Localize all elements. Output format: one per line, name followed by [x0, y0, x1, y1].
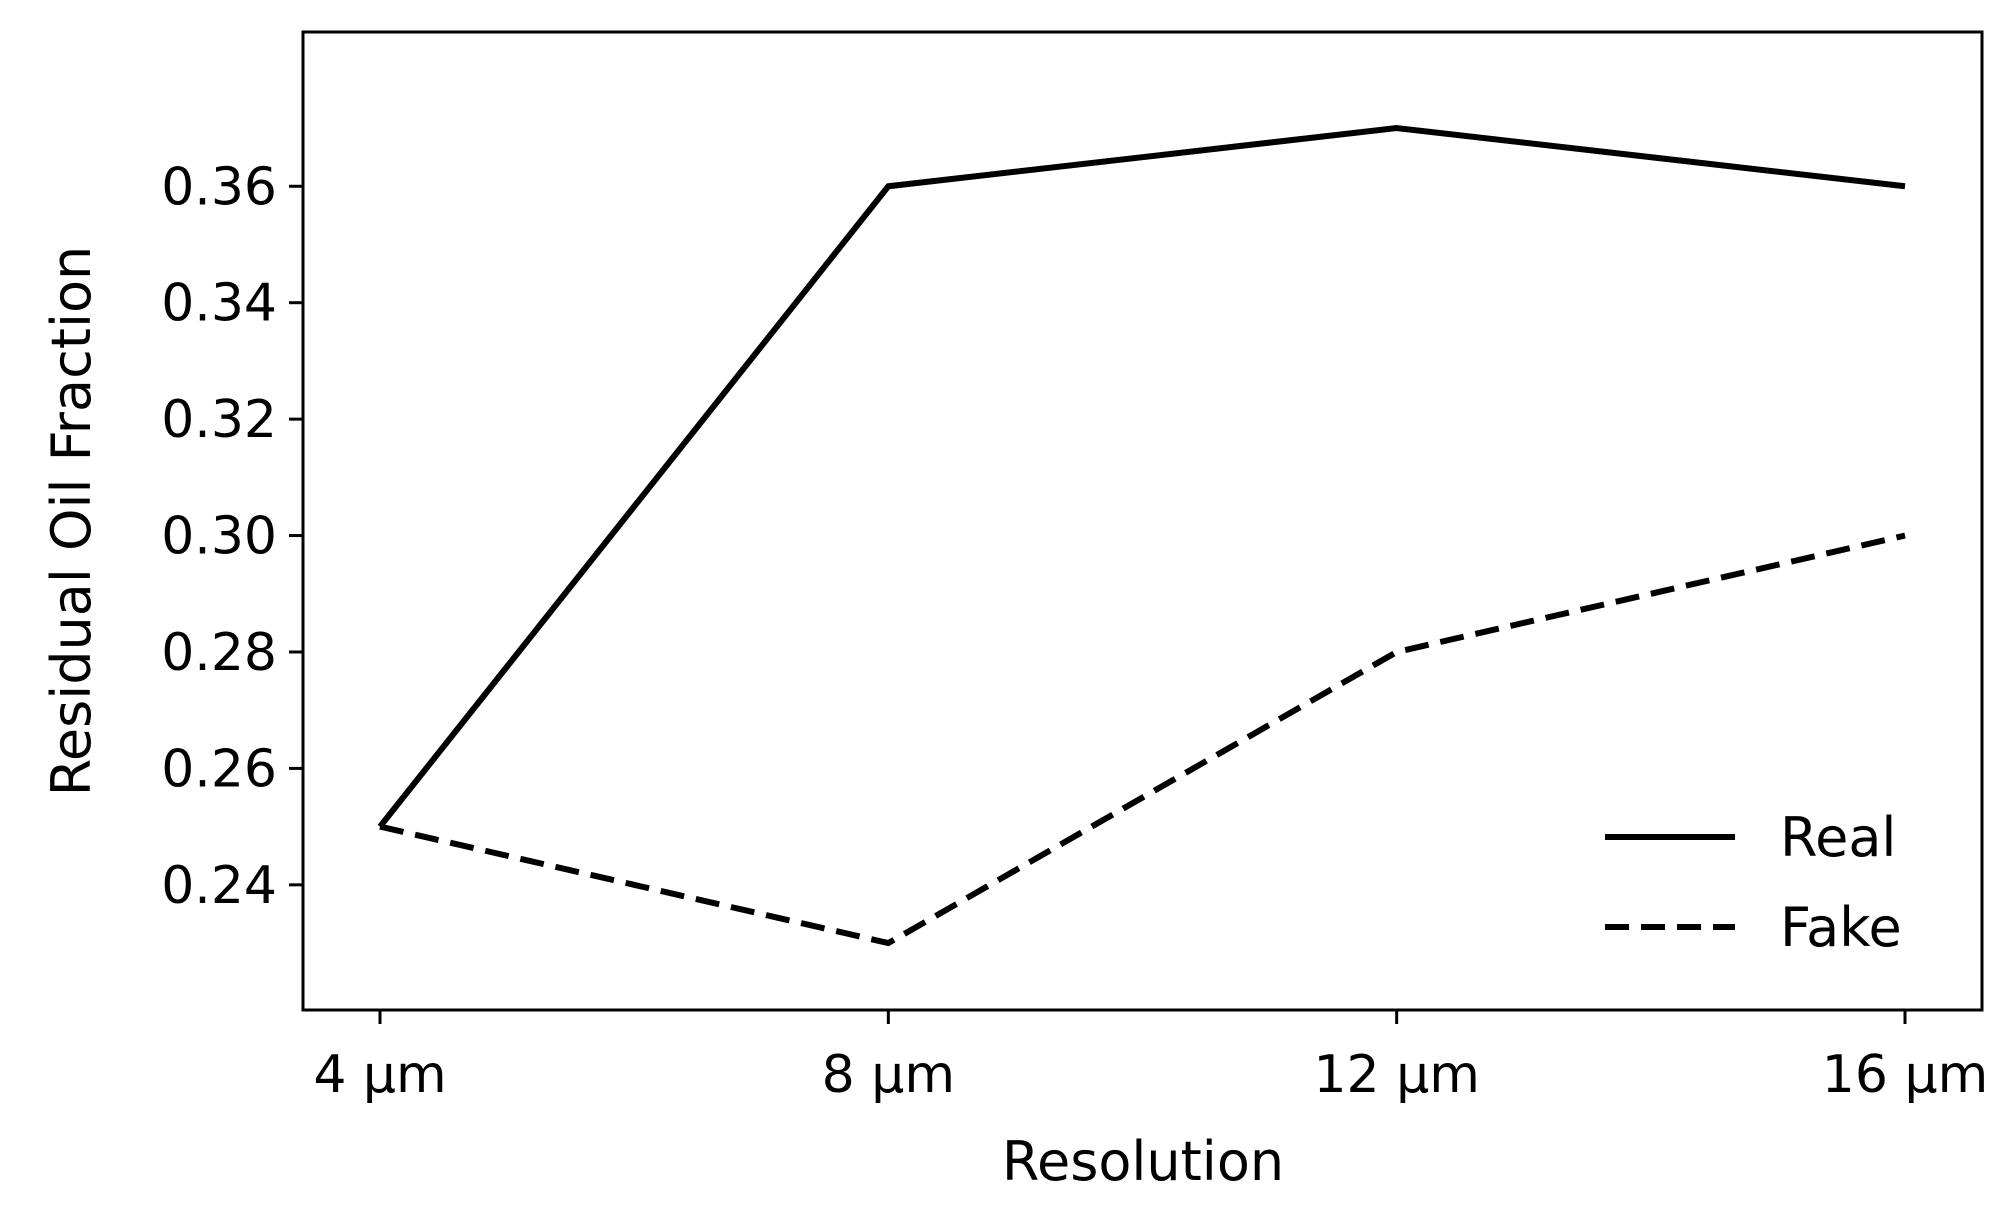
y-axis-label: Residual Oil Fraction [40, 246, 103, 796]
legend-label-fake: Fake [1780, 896, 1902, 959]
plot-frame [301, 30, 1984, 1012]
legend: Real Fake [1605, 806, 1902, 959]
series-lines [377, 125, 1906, 947]
series-line-real [377, 125, 1906, 829]
y-tick-label: 0.36 [161, 157, 277, 217]
x-tick-label: 12 µm [1313, 1045, 1479, 1105]
x-axis-label: Resolution [1002, 1130, 1284, 1193]
y-tick-label: 0.34 [161, 274, 277, 334]
y-axis-ticks: 0.24 0.26 0.28 0.30 0.32 0.34 0.36 [161, 157, 303, 916]
y-tick-label: 0.28 [161, 623, 277, 683]
x-tick-label: 8 µm [822, 1045, 955, 1105]
x-axis-ticks: 4 µm 8 µm 12 µm 16 µm [313, 1010, 1988, 1105]
legend-label-real: Real [1780, 806, 1896, 869]
y-tick-label: 0.24 [161, 856, 277, 916]
y-tick-label: 0.32 [161, 390, 277, 450]
x-tick-label: 4 µm [313, 1045, 446, 1105]
x-tick-label: 16 µm [1822, 1045, 1988, 1105]
y-tick-label: 0.30 [161, 507, 277, 567]
y-tick-label: 0.26 [161, 739, 277, 799]
series-line-fake [379, 532, 1906, 947]
